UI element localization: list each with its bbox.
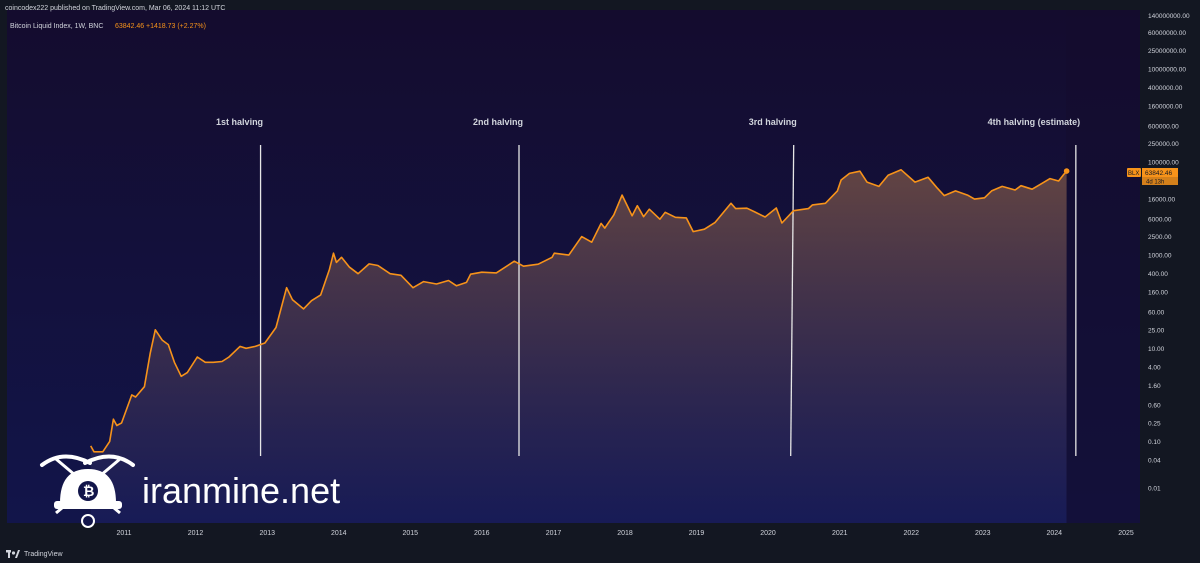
y-tick-label: 10000000.00: [1148, 66, 1186, 73]
y-axis: 140000000.00 60000000.00 25000000.00 100000…: [1140, 10, 1200, 545]
halving-label: 4th halving (estimate): [988, 117, 1081, 127]
tradingview-logo-icon[interactable]: [6, 550, 20, 558]
y-tick-label: 4.00: [1148, 364, 1161, 371]
price-tag-price: 63842.46: [1145, 170, 1172, 177]
x-axis: 2011 2012 2013 2014 2015 2016 2017 2018 2019 2020…: [0, 523, 1140, 545]
x-tick-label: 2022: [903, 530, 919, 537]
price-line-path: [90, 169, 1068, 453]
symbol-change: +1418.73 (+2.27%): [146, 23, 206, 30]
y-tick-label: 160.00: [1148, 290, 1168, 297]
x-tick-label: 2018: [617, 530, 633, 537]
x-tick-label: 2016: [474, 530, 490, 537]
y-tick-label: 10.00: [1148, 346, 1165, 353]
tradingview-brand[interactable]: TradingView: [24, 550, 63, 558]
price-tag-symbol: BLX: [1128, 171, 1139, 177]
symbol-name: Bitcoin Liquid Index, 1W, BNC: [10, 23, 103, 30]
y-tick-label: 4000000.00: [1148, 85, 1183, 92]
y-tick-label: 0.25: [1148, 420, 1161, 427]
y-tick-label: 600000.00: [1148, 123, 1179, 130]
price-line: [90, 168, 1070, 453]
y-tick-label: 250000.00: [1148, 141, 1179, 148]
x-tick-label: 2021: [832, 530, 848, 537]
x-tick-label: 2017: [546, 530, 562, 537]
y-tick-label: 0.10: [1148, 439, 1161, 446]
x-tick-label: 2011: [116, 530, 131, 537]
y-tick-label: 25000000.00: [1148, 48, 1186, 55]
price-tag: BLX 63842.46 4d 13h: [1127, 168, 1178, 186]
halving-label: 1st halving: [216, 117, 263, 127]
x-tick-label: 2020: [760, 530, 776, 537]
y-tick-label: 0.01: [1148, 486, 1161, 493]
x-tick-label: 2012: [188, 530, 204, 537]
y-tick-label: 100000.00: [1148, 160, 1179, 167]
y-tick-label: 400.00: [1148, 271, 1168, 278]
y-tick-label: 25.00: [1148, 327, 1165, 334]
y-tick-label: 16000.00: [1148, 197, 1175, 204]
watermark-text: iranmine.net: [142, 470, 340, 511]
y-tick-label: 140000000.00: [1148, 13, 1190, 20]
svg-text:₿: ₿: [83, 483, 94, 499]
symbol-price: 63842.46: [115, 23, 144, 30]
y-tick-label: 1.60: [1148, 383, 1161, 390]
x-tick-label: 2015: [402, 530, 418, 537]
y-tick-label: 0.60: [1148, 403, 1161, 410]
y-tick-label: 60000000.00: [1148, 30, 1186, 37]
y-tick-label: 1600000.00: [1148, 103, 1183, 110]
publish-header: coincodex222 published on TradingView.co…: [0, 0, 1200, 18]
iranmine-logo: ₿: [40, 454, 135, 528]
x-tick-label: 2014: [331, 530, 347, 537]
halving-label: 2nd halving: [473, 117, 523, 127]
halving-line: [790, 144, 795, 457]
x-tick-label: 2025: [1118, 530, 1134, 537]
y-tick-label: 60.00: [1148, 310, 1165, 317]
x-tick-label: 2024: [1046, 530, 1062, 537]
y-tick-label: 1000.00: [1148, 253, 1172, 260]
future-region: [1066, 10, 1140, 523]
y-tick-label: 2500.00: [1148, 234, 1172, 241]
y-tick-label: 6000.00: [1148, 216, 1172, 223]
x-axis-background: [0, 523, 1140, 545]
x-tick-label: 2023: [975, 530, 991, 537]
halving-lines: 1st halving 2nd halving 3rd halving 4th hal…: [216, 117, 1081, 457]
footer-bar: TradingView: [0, 545, 1200, 563]
last-price-marker: [1063, 168, 1070, 174]
published-text: coincodex222 published on TradingView.co…: [5, 5, 226, 12]
halving-label: 3rd halving: [749, 117, 797, 127]
x-tick-label: 2013: [259, 530, 275, 537]
x-tick-label: 2019: [689, 530, 705, 537]
y-tick-label: 0.04: [1148, 457, 1161, 464]
price-tag-countdown: 4d 13h: [1146, 180, 1164, 186]
y-axis-background: [1140, 10, 1200, 545]
